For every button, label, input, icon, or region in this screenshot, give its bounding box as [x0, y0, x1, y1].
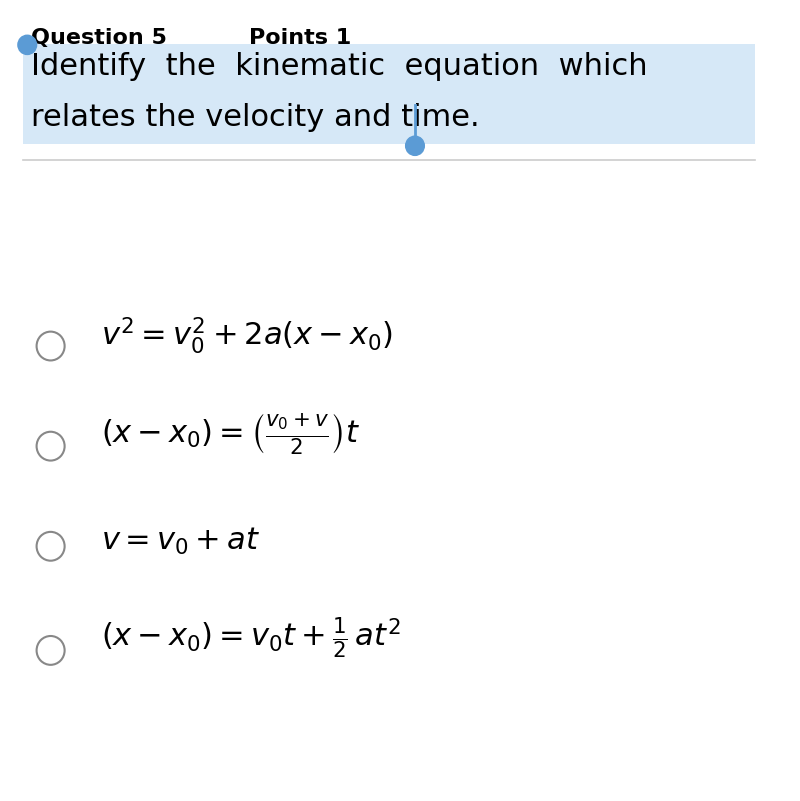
FancyBboxPatch shape — [23, 44, 755, 144]
Text: relates the velocity and time.: relates the velocity and time. — [31, 103, 480, 131]
Circle shape — [18, 35, 37, 54]
Text: $v^2 = v_0^2 + 2a(x - x_0)$: $v^2 = v_0^2 + 2a(x - x_0)$ — [102, 316, 393, 356]
Text: $(x - x_0) = \left(\frac{v_0+v}{2}\right)t$: $(x - x_0) = \left(\frac{v_0+v}{2}\right… — [102, 411, 361, 457]
Text: Points 1: Points 1 — [249, 28, 351, 48]
Text: Identify  the  kinematic  equation  which: Identify the kinematic equation which — [31, 52, 648, 81]
Text: $v = v_0 + at$: $v = v_0 + at$ — [102, 525, 260, 557]
Circle shape — [406, 136, 424, 155]
Text: Question 5: Question 5 — [31, 28, 167, 48]
Text: $(x - x_0) = v_0t + \frac{1}{2}\,at^2$: $(x - x_0) = v_0t + \frac{1}{2}\,at^2$ — [102, 615, 401, 661]
